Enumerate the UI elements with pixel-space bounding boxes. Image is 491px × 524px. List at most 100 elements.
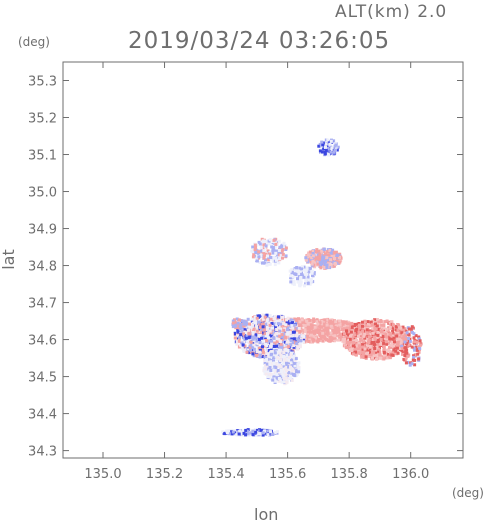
echo-cell: [237, 432, 241, 436]
echo-cell: [284, 254, 288, 258]
echo-cell: [289, 367, 293, 371]
echo-cell: [395, 344, 399, 348]
echo-cell: [314, 257, 318, 261]
echo-cell: [275, 376, 279, 380]
echo-cell: [235, 317, 239, 321]
echo-cell: [312, 328, 316, 331]
echo-cell: [273, 322, 277, 326]
echo-cell: [271, 378, 275, 382]
echo-cell: [399, 326, 403, 330]
echo-cell: [329, 139, 333, 143]
echo-cell: [331, 334, 335, 338]
echo-cell: [280, 251, 283, 255]
echo-cell: [262, 251, 266, 254]
echo-cell: [284, 376, 288, 380]
echo-cell: [251, 255, 255, 259]
altitude-label: ALT(km) 2.0: [335, 2, 448, 22]
echo-cell: [357, 344, 361, 348]
echo-cell: [271, 259, 275, 263]
echo-cell: [412, 355, 415, 359]
echo-cell: [330, 338, 334, 342]
echo-cell: [296, 347, 300, 351]
echo-cell: [275, 358, 279, 362]
echo-cell: [319, 263, 323, 267]
echo-cell: [290, 323, 294, 327]
echo-cell: [407, 327, 411, 331]
echo-cell: [344, 334, 348, 338]
echo-cell: [273, 317, 277, 321]
echo-cell: [333, 334, 337, 338]
echo-cell: [406, 354, 410, 358]
echo-cell: [288, 331, 292, 335]
echo-cell: [291, 268, 295, 272]
echo-cell: [367, 341, 371, 345]
x-tick-label: 135.0: [84, 467, 121, 482]
echo-cell: [373, 337, 377, 341]
echo-cell: [255, 316, 259, 320]
echo-cell: [397, 340, 401, 344]
echo-cell: [276, 322, 280, 326]
echo-cell: [289, 339, 293, 343]
echo-cell: [363, 336, 367, 340]
echo-cell: [269, 430, 273, 434]
echo-cell: [282, 377, 286, 381]
echo-cell: [270, 339, 274, 343]
echo-cell: [256, 348, 260, 352]
echo-cell: [386, 349, 390, 353]
echo-cell: [232, 433, 236, 436]
echo-cell: [351, 352, 355, 356]
echo-cell: [330, 254, 334, 258]
echo-cell: [275, 323, 279, 327]
echo-cell: [339, 256, 343, 260]
echo-cell: [369, 341, 372, 345]
echo-cell: [293, 374, 297, 378]
echo-cell: [408, 363, 412, 367]
echo-cell: [344, 321, 348, 325]
echo-cell: [257, 346, 261, 350]
echo-cell: [311, 258, 315, 262]
echo-cell: [295, 275, 299, 279]
echo-cell: [366, 344, 370, 348]
echo-cell: [264, 258, 267, 262]
echo-cell: [249, 343, 253, 347]
echo-cell: [285, 320, 289, 324]
echo-cell: [395, 334, 399, 338]
echo-cell: [320, 140, 324, 144]
echo-cell: [309, 279, 313, 283]
echo-cell: [295, 331, 299, 335]
echo-cell: [242, 324, 246, 328]
echo-cell: [258, 350, 262, 354]
echo-cell: [300, 272, 304, 276]
echo-cell: [306, 255, 310, 259]
echo-cell: [240, 319, 244, 323]
echo-cell: [267, 242, 271, 246]
echo-cell: [253, 315, 257, 319]
echo-cell: [265, 313, 269, 317]
echo-cell: [277, 379, 281, 383]
echo-cell: [254, 251, 258, 254]
echo-cell: [299, 338, 303, 342]
echo-cell: [308, 338, 312, 342]
echo-cell: [329, 324, 333, 328]
echo-cell: [390, 337, 394, 341]
echo-cell: [258, 341, 262, 344]
echo-cell: [316, 260, 320, 264]
echo-cell: [312, 329, 316, 333]
echo-cell: [381, 334, 385, 338]
echo-cell: [236, 330, 240, 334]
echo-cell: [378, 353, 382, 357]
echo-cell: [269, 316, 273, 320]
echo-cell: [329, 150, 333, 154]
y-tick-label: 34.7: [28, 297, 57, 312]
echo-cell: [378, 356, 382, 360]
y-tick-label: 35.3: [28, 75, 57, 90]
echo-cell: [242, 330, 246, 334]
echo-cell: [357, 341, 361, 345]
echo-cell: [361, 350, 365, 354]
echo-cell: [380, 330, 384, 334]
echo-cell: [251, 325, 255, 329]
echo-cell: [274, 314, 278, 318]
echo-cell: [288, 373, 292, 377]
echo-cell: [279, 327, 283, 331]
echo-cell: [396, 349, 399, 353]
